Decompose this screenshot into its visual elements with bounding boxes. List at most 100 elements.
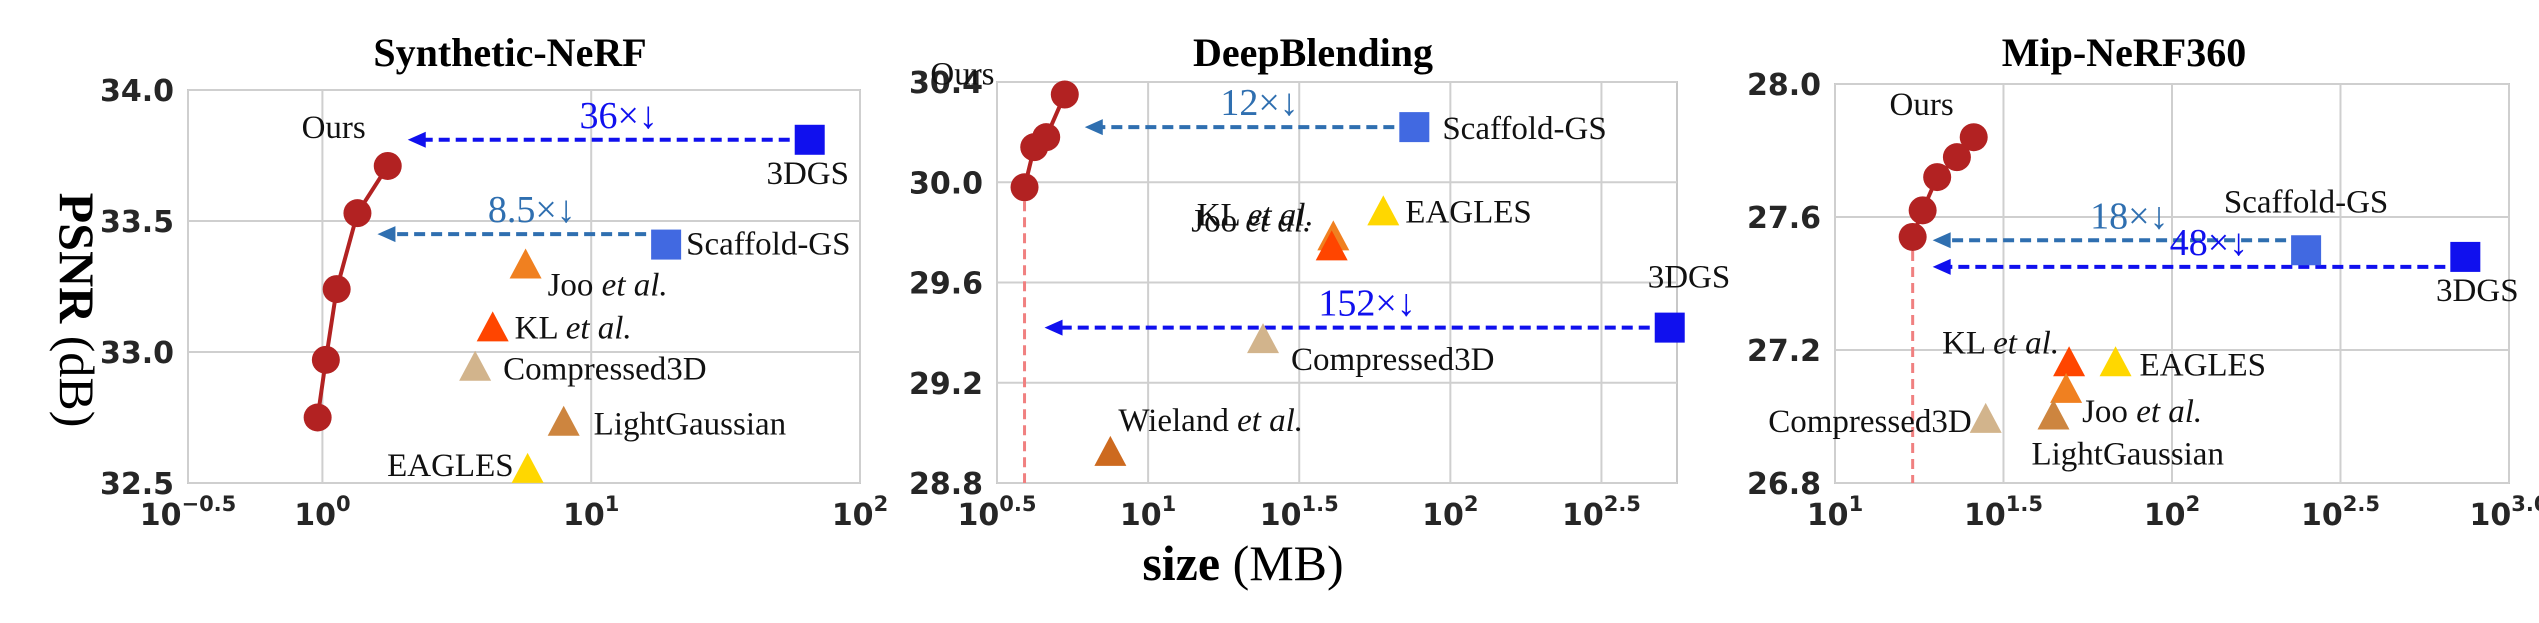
method-label: 3DGS bbox=[2436, 273, 2519, 309]
compression-ratio-label: 36×↓ bbox=[580, 95, 658, 137]
compression-ratio-label: 18×↓ bbox=[2090, 195, 2168, 237]
ours-point bbox=[311, 345, 340, 374]
y-tick-label: 30.4 bbox=[909, 66, 983, 101]
method-point bbox=[459, 350, 492, 381]
method-point bbox=[2053, 346, 2086, 377]
method-point bbox=[2050, 372, 2083, 403]
method-label: EAGLES bbox=[1405, 194, 1532, 230]
x-tick-label: 101 bbox=[563, 492, 619, 533]
x-tick-label: 10−0.5 bbox=[140, 492, 237, 533]
ours-label: Ours bbox=[930, 57, 994, 93]
method-label: 3DGS bbox=[766, 156, 849, 192]
method-label: Joo et al. bbox=[548, 268, 668, 304]
method-label: LightGaussian bbox=[594, 407, 786, 443]
method-point bbox=[509, 248, 542, 279]
chart-title: DeepBlending bbox=[1193, 30, 1433, 75]
method-label: Compressed3D bbox=[1291, 342, 1494, 378]
panel-mip-nerf360: Mip-NeRF360 101 101.5 102 102.5 103.0 26.8 27.… bbox=[1747, 30, 2539, 533]
plot-area bbox=[187, 89, 861, 484]
chart-title: Synthetic-NeRF bbox=[373, 30, 646, 75]
y-tick-label: 27.6 bbox=[1747, 201, 1821, 236]
x-tick-label: 102.5 bbox=[1562, 492, 1641, 533]
y-tick-label: 28.0 bbox=[1747, 68, 1821, 103]
compression-ratio-label: 8.5×↓ bbox=[488, 189, 576, 231]
method-label: KL et al. bbox=[1197, 197, 1314, 233]
compression-ratio-label: 12×↓ bbox=[1220, 82, 1298, 124]
x-tick-label: 103.0 bbox=[2470, 492, 2539, 533]
y-tick-label: 27.2 bbox=[1747, 334, 1821, 369]
ours-point bbox=[1942, 143, 1971, 172]
method-point bbox=[1367, 195, 1400, 226]
arrow-head bbox=[1044, 319, 1063, 336]
arrow-head bbox=[1932, 258, 1951, 275]
method-label: Compressed3D bbox=[1768, 404, 1971, 440]
method-point bbox=[1247, 323, 1280, 354]
method-label: Joo et al. bbox=[2082, 394, 2202, 430]
method-label: Scaffold-GS bbox=[2224, 184, 2388, 220]
ours-point bbox=[1898, 222, 1927, 251]
method-label: Scaffold-GS bbox=[686, 227, 850, 263]
ours-point bbox=[343, 199, 372, 228]
ours-point bbox=[1010, 173, 1039, 202]
method-label: EAGLES bbox=[2140, 347, 2267, 383]
method-label: 3DGS bbox=[1648, 260, 1731, 296]
method-point bbox=[2450, 241, 2481, 272]
method-point bbox=[2037, 399, 2070, 430]
method-label: Compressed3D bbox=[503, 352, 706, 388]
y-tick-label: 33.5 bbox=[100, 205, 174, 240]
method-label: EAGLES bbox=[387, 448, 514, 484]
ours-point bbox=[322, 275, 351, 304]
method-label: Joo et al. bbox=[1191, 203, 1311, 239]
method-point bbox=[547, 405, 580, 436]
x-tick-label: 101 bbox=[1120, 492, 1176, 533]
y-tick-label: 26.8 bbox=[1747, 467, 1821, 502]
x-axis-label: size (MB) bbox=[1142, 535, 1343, 591]
method-point bbox=[651, 229, 682, 260]
arrow-head bbox=[1084, 119, 1103, 136]
ours-point bbox=[373, 151, 402, 180]
y-tick-label: 28.8 bbox=[909, 467, 983, 502]
method-label: KL et al. bbox=[1942, 325, 2059, 361]
y-axis-label-main: PSNR bbox=[49, 193, 105, 324]
method-label: KL et al. bbox=[515, 310, 632, 346]
y-tick-label: 29.6 bbox=[909, 267, 983, 302]
panel-deepblending: DeepBlending 100.5 101 101.5 102 102.5 28.8 29… bbox=[909, 30, 1730, 533]
x-tick-label: 102 bbox=[2144, 492, 2200, 533]
x-tick-label: 100.5 bbox=[958, 492, 1037, 533]
x-tick-label: 101 bbox=[1807, 492, 1863, 533]
x-axis-label-unit: (MB) bbox=[1220, 535, 1344, 591]
compression-ratio-label: 152×↓ bbox=[1318, 283, 1415, 325]
arrow-head bbox=[407, 131, 426, 148]
y-tick-label: 29.2 bbox=[909, 367, 983, 402]
method-point bbox=[2291, 235, 2322, 266]
x-tick-label: 102 bbox=[1422, 492, 1478, 533]
ours-label: Ours bbox=[1890, 87, 1954, 123]
x-axis-label-main: size bbox=[1142, 535, 1220, 591]
method-point bbox=[476, 311, 509, 342]
x-tick-label: 101.5 bbox=[1964, 492, 2043, 533]
method-point bbox=[1094, 435, 1127, 466]
y-tick-label: 32.5 bbox=[100, 467, 174, 502]
method-point bbox=[1315, 230, 1348, 261]
ours-label: Ours bbox=[302, 110, 366, 146]
x-tick-label: 101.5 bbox=[1260, 492, 1339, 533]
ours-point bbox=[303, 403, 332, 432]
y-tick-label: 33.0 bbox=[100, 336, 174, 371]
ours-point bbox=[1959, 123, 1988, 152]
x-tick-label: 102.5 bbox=[2301, 492, 2380, 533]
method-point bbox=[1399, 112, 1430, 143]
method-point bbox=[1654, 312, 1685, 343]
method-label: Scaffold-GS bbox=[1442, 111, 1606, 147]
x-tick-label: 100 bbox=[294, 492, 350, 533]
x-tick-label: 102 bbox=[832, 492, 888, 533]
y-axis-label: PSNR (dB) bbox=[49, 193, 105, 428]
compression-ratio-label: 48×↓ bbox=[2170, 222, 2248, 264]
panel-synthetic-nerf: Synthetic-NeRF 10−0.5 100 101 102 32.5 33.0 33… bbox=[100, 30, 888, 533]
method-point bbox=[511, 452, 544, 483]
method-label: LightGaussian bbox=[2031, 437, 2223, 473]
ours-point bbox=[1908, 196, 1937, 225]
method-point bbox=[794, 124, 825, 155]
arrow-head bbox=[1932, 232, 1951, 249]
ours-point bbox=[1050, 80, 1079, 109]
